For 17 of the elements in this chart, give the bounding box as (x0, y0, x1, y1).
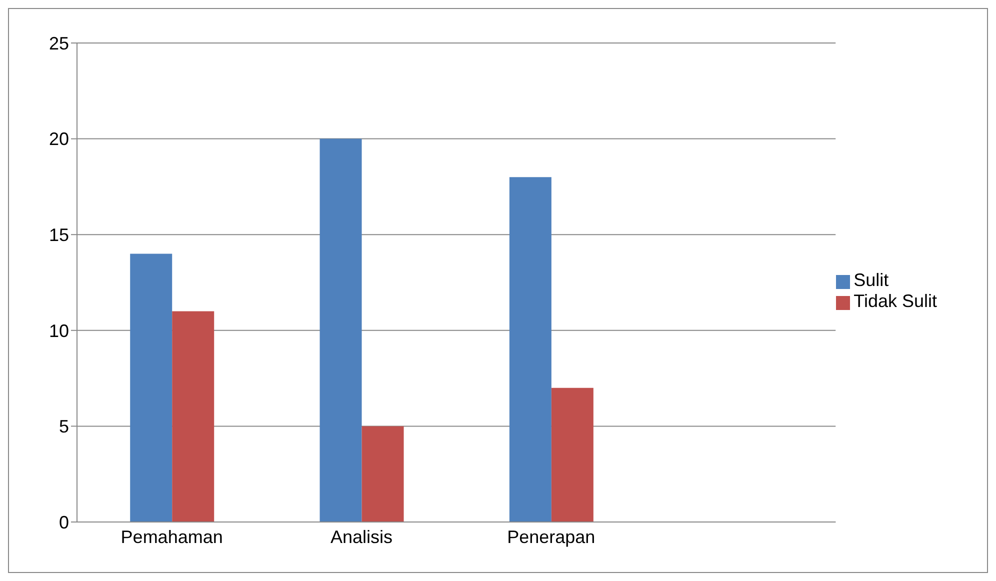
y-tick-label: 25 (48, 33, 69, 54)
legend-label: Tidak Sulit (854, 290, 937, 310)
bar (130, 254, 172, 522)
legend-label: Sulit (854, 270, 889, 290)
y-tick-label: 15 (48, 224, 69, 245)
bar (320, 138, 362, 522)
x-tick-label: Penerapan (507, 526, 596, 547)
x-tick-label: Analisis (330, 526, 392, 547)
y-tick-label: 0 (58, 512, 69, 532)
bar (172, 311, 214, 522)
bar (551, 388, 594, 522)
bar (362, 426, 404, 522)
bar (509, 177, 552, 522)
y-tick-label: 10 (48, 320, 69, 341)
y-tick-label: 5 (58, 416, 69, 437)
y-tick-label: 20 (48, 129, 69, 150)
x-tick-label: Pemahaman (120, 526, 223, 547)
